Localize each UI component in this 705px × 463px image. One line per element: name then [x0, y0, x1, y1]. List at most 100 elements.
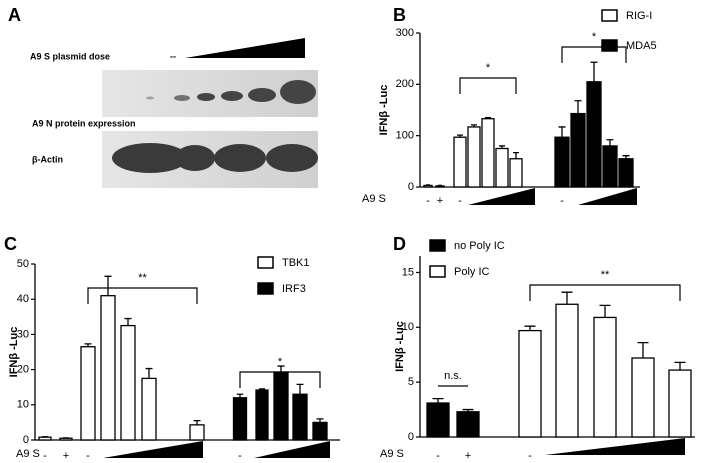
control-label: --: [170, 51, 176, 61]
error-bar: [432, 397, 444, 403]
bar: [668, 369, 692, 438]
y-tick-label: 20: [17, 364, 29, 376]
legend-label: TBK1: [282, 257, 310, 269]
bar: [100, 295, 116, 441]
dose-ramp: [254, 441, 330, 458]
y-tick-label: 50: [17, 258, 29, 270]
legend-label: RIG-I: [626, 10, 652, 22]
x-tick-label: +: [437, 195, 443, 207]
bar: [141, 377, 157, 441]
error-bar: [524, 325, 536, 331]
legend-swatch: [601, 9, 618, 22]
error-bar: [471, 124, 477, 127]
y-tick-label: 30: [17, 328, 29, 340]
error-bar: [590, 61, 598, 82]
dose-label: A9 S plasmid dose: [30, 51, 110, 61]
legend-swatch: [601, 39, 618, 52]
legend-swatch: [257, 256, 274, 269]
error-bar: [462, 408, 474, 412]
error-bar: [84, 343, 92, 347]
x-tick-label: -: [238, 450, 242, 462]
error-bar: [513, 151, 519, 159]
error-bar: [457, 134, 463, 138]
error-bar: [499, 145, 505, 149]
y-tick-label: 100: [396, 130, 414, 142]
dose-ramp: [578, 188, 637, 205]
significance-bracket: [561, 46, 627, 63]
bar: [456, 411, 480, 438]
y-axis-label: IFNβ -Luc: [394, 321, 406, 372]
y-tick-label: 5: [408, 376, 414, 388]
bar: [232, 397, 248, 441]
error-bar: [622, 155, 630, 159]
blot-bands: [146, 80, 316, 104]
error-bar: [193, 419, 201, 425]
significance-label: *: [278, 356, 283, 368]
error-bar: [674, 361, 686, 371]
y-tick-label: 40: [17, 293, 29, 305]
dose-ramp: [185, 38, 305, 58]
y-tick-label: 300: [396, 27, 414, 39]
significance-bracket: [529, 284, 681, 301]
error-bar: [104, 275, 112, 296]
bar: [426, 402, 450, 438]
x-tick-label: -: [86, 450, 90, 462]
significance-label: *: [592, 31, 597, 43]
error-bar: [637, 342, 649, 359]
blot-label: A9 N protein expression: [32, 118, 136, 128]
bar: [593, 316, 617, 438]
error-bar: [606, 139, 614, 146]
error-bar: [558, 126, 566, 138]
error-bar: [599, 304, 611, 318]
bar: [453, 136, 467, 188]
bar: [120, 324, 136, 441]
x-tick-label: +: [63, 450, 69, 462]
legend-swatch: [257, 282, 274, 295]
bar: [631, 357, 655, 438]
bar: [481, 118, 495, 188]
bar: [255, 389, 269, 441]
error-bar: [574, 100, 582, 114]
legend-label: IRF3: [282, 283, 306, 295]
bar: [467, 126, 481, 188]
y-axis-label: IFNβ -Luc: [8, 327, 20, 378]
y-tick-label: 15: [402, 266, 414, 278]
bar: [80, 346, 96, 441]
y-tick-label: 10: [402, 321, 414, 333]
significance-label: n.s.: [444, 370, 462, 382]
error-bar: [485, 117, 491, 119]
dose-ramp: [545, 438, 685, 455]
y-tick-label: 10: [17, 399, 29, 411]
bar: [554, 136, 570, 188]
dose-ramp: [468, 188, 535, 205]
bar: [273, 371, 289, 441]
error-bar: [236, 393, 244, 398]
error-bar: [426, 184, 430, 186]
legend-swatch: [429, 265, 446, 278]
x-tick-label: -: [426, 195, 430, 207]
bar: [586, 81, 602, 188]
bar: [423, 184, 433, 188]
bar: [555, 303, 579, 438]
y-tick-label: 0: [408, 431, 414, 443]
x-axis-label: A9 S: [16, 448, 40, 460]
panel-letter: D: [393, 234, 406, 254]
error-bar: [259, 388, 265, 391]
y-tick-label: 200: [396, 78, 414, 90]
x-tick-label: -: [560, 195, 564, 207]
x-tick-label: -: [43, 450, 47, 462]
bar: [189, 424, 205, 441]
legend-swatch: [429, 239, 446, 252]
panel-a: A A9 S plasmid dose -- A9 N protein expr…: [8, 5, 318, 188]
bar: [292, 393, 308, 441]
legend-label: MDA5: [626, 40, 657, 52]
significance-bracket: [459, 77, 517, 94]
bar: [570, 112, 586, 188]
legend-label: no Poly IC: [454, 240, 505, 252]
y-axis-label: IFNβ -Luc: [378, 85, 390, 136]
x-tick-label: +: [465, 450, 471, 462]
blot-label: β-Actin: [32, 154, 63, 164]
error-bar: [145, 367, 153, 379]
